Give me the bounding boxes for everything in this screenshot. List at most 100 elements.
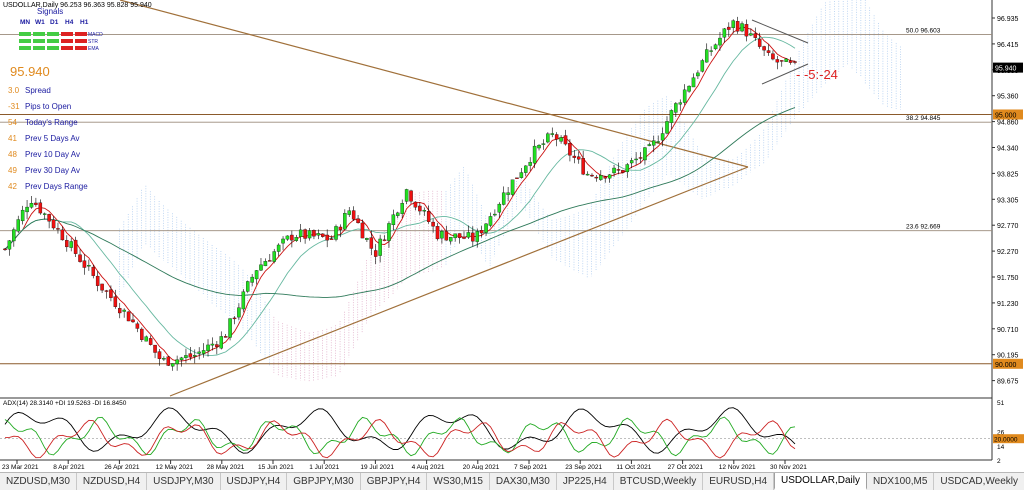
signal-indicator [61, 39, 73, 43]
candle-body [65, 240, 69, 248]
fib-label: 50.0 96.603 [906, 28, 941, 35]
candle-body [493, 213, 497, 216]
candle-body [581, 158, 585, 175]
candle-body [268, 260, 272, 262]
info-value: 54 [8, 118, 17, 127]
candle-body [153, 344, 157, 353]
chart-tab[interactable]: GBPJPY,H4 [361, 473, 428, 490]
chart-tab[interactable]: USDJPY,M30 [147, 473, 221, 490]
date-tick-label: 7 Sep 2021 [514, 464, 548, 470]
candle-body [497, 203, 502, 213]
ema-mid-line [4, 36, 796, 356]
candle-body [674, 103, 678, 113]
date-tick-label: 4 Aug 2021 [412, 464, 445, 470]
signal-timeframe-label: W1 [35, 19, 45, 26]
date-tick-label: 11 Oct 2021 [616, 464, 651, 470]
chart-tab[interactable]: NZDUSD,M30 [0, 473, 77, 490]
candle-body [735, 21, 740, 32]
chart-tab[interactable]: DAX30,M30 [490, 473, 557, 490]
candle-body [197, 351, 201, 354]
candle-body [298, 229, 303, 237]
chart-title: USDOLLAR,Daily 96.253 96.363 95.828 95.9… [3, 2, 152, 9]
price-tick-label: 94.340 [997, 146, 1019, 153]
candle-body [73, 239, 78, 254]
chart-tab[interactable]: WS30,M15 [427, 473, 490, 490]
candle-body [223, 336, 228, 338]
candle-body [629, 160, 634, 164]
price-tick-label: 89.675 [997, 379, 1019, 386]
candle-body [338, 226, 343, 230]
chart-tab[interactable]: JP225,H4 [557, 473, 614, 490]
candle-body [382, 239, 387, 241]
signal-row-label: MACD [88, 32, 103, 38]
info-value: 41 [8, 134, 17, 143]
candle-body [241, 291, 246, 310]
candle-body [696, 72, 700, 77]
candle-body [259, 264, 263, 271]
candle-body [594, 176, 599, 179]
candle-body [188, 353, 193, 358]
candle-body [20, 209, 25, 222]
candle-body [47, 214, 51, 222]
price-marker-box [993, 62, 1023, 73]
candle-body [347, 210, 351, 215]
price-tick-label: 92.270 [997, 249, 1019, 256]
candle-body [210, 343, 215, 346]
chart-tab[interactable]: USDOLLAR,Daily [774, 473, 867, 490]
chart-tab[interactable]: USDJPY,H4 [221, 473, 288, 490]
ichimoku-cloud [119, 0, 901, 382]
candle-body [38, 202, 43, 214]
price-chart[interactable]: 50.0 96.603 38.2 94.845 23.6 92.669 96.935… [0, 0, 1024, 470]
candle-body [541, 143, 546, 145]
candle-body [440, 231, 444, 239]
candle-body [60, 229, 65, 241]
candle-body [727, 26, 731, 30]
wedge-upper-line [751, 19, 809, 44]
candle-body [321, 233, 325, 237]
descending-trendline [119, 0, 749, 168]
candle-body [113, 296, 118, 307]
info-label: Prev 10 Day Av [25, 150, 80, 159]
candle-body [590, 174, 594, 177]
candle-body [95, 275, 100, 286]
candle-body [166, 356, 171, 366]
chart-tab[interactable]: NZDUSD,H4 [77, 473, 148, 490]
price-tick-label: 91.750 [997, 275, 1019, 282]
candle-body [625, 164, 630, 173]
candle-body [215, 344, 219, 347]
signal-indicator [75, 32, 87, 36]
candle-body [170, 363, 175, 367]
candle-body [775, 59, 780, 63]
chart-tab[interactable]: GBPJPY,M30 [287, 473, 361, 490]
candle-body [117, 308, 122, 314]
candle-body [360, 222, 365, 239]
price-tick-label: 93.825 [997, 171, 1019, 178]
chart-tab[interactable]: EURUSD,H4 [703, 473, 775, 490]
candle-body [656, 141, 660, 143]
price-tick-label: 93.305 [997, 197, 1019, 204]
pips-annotation: - -5:-24 [796, 67, 838, 82]
candle-body [307, 230, 312, 239]
chart-tab[interactable]: NDX100,M5 [867, 473, 935, 490]
candle-body [713, 44, 718, 50]
adx-label: ADX(14) 28.3140 +DI 19.5263 -DI 16.8450 [3, 400, 127, 407]
chart-tab[interactable]: BTCUSD,Weekly [614, 473, 704, 490]
candle-body [285, 235, 290, 240]
signal-timeframe-label: MN [20, 19, 30, 26]
price-axis: 96.93596.41595.88095.36094.86094.34093.8… [992, 16, 1023, 386]
candle-body [312, 230, 316, 237]
candle-body [325, 234, 329, 241]
chart-tab[interactable]: USDCAD,Weekly [934, 473, 1024, 490]
candle-body [682, 89, 687, 103]
price-pane [0, 0, 992, 398]
signal-timeframe-label: H1 [80, 19, 89, 26]
candle-body [700, 60, 705, 72]
signal-indicator [19, 39, 31, 43]
trend-lines[interactable] [0, 0, 992, 397]
info-value: 42 [8, 182, 17, 191]
candle-body [184, 355, 188, 358]
date-tick-label: 28 May 2021 [207, 464, 245, 470]
candle-body [373, 250, 378, 257]
candle-body [709, 50, 713, 52]
current-price: 95.940 [10, 64, 50, 79]
